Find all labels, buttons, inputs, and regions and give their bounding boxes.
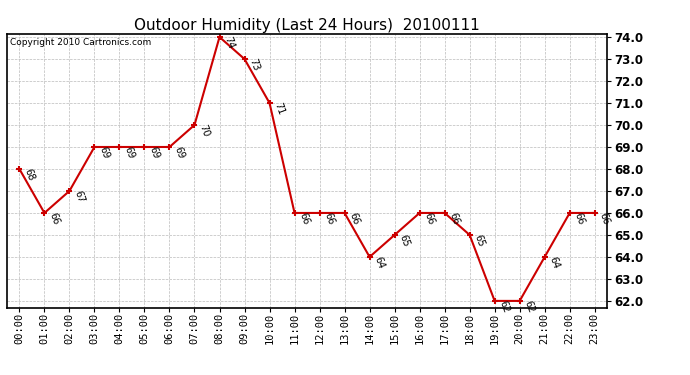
Text: 69: 69: [122, 145, 136, 160]
Text: 62: 62: [497, 299, 511, 314]
Text: 68: 68: [22, 167, 36, 182]
Text: 66: 66: [47, 211, 61, 226]
Text: 73: 73: [247, 57, 261, 72]
Text: 69: 69: [97, 145, 111, 160]
Text: 70: 70: [197, 123, 211, 138]
Text: 66: 66: [297, 211, 311, 226]
Text: Copyright 2010 Cartronics.com: Copyright 2010 Cartronics.com: [10, 38, 151, 47]
Text: 65: 65: [397, 233, 411, 248]
Text: 64: 64: [373, 255, 386, 270]
Title: Outdoor Humidity (Last 24 Hours)  20100111: Outdoor Humidity (Last 24 Hours) 2010011…: [134, 18, 480, 33]
Text: 66: 66: [447, 211, 461, 226]
Text: 66: 66: [322, 211, 336, 226]
Text: 64: 64: [547, 255, 561, 270]
Text: 66: 66: [422, 211, 436, 226]
Text: 71: 71: [273, 101, 286, 116]
Text: 66: 66: [573, 211, 586, 226]
Text: 66: 66: [598, 211, 611, 226]
Text: 67: 67: [72, 189, 86, 204]
Text: 62: 62: [522, 299, 536, 314]
Text: 69: 69: [172, 145, 186, 160]
Text: 65: 65: [473, 233, 486, 248]
Text: 66: 66: [347, 211, 361, 226]
Text: 69: 69: [147, 145, 161, 160]
Text: 74: 74: [222, 35, 236, 50]
